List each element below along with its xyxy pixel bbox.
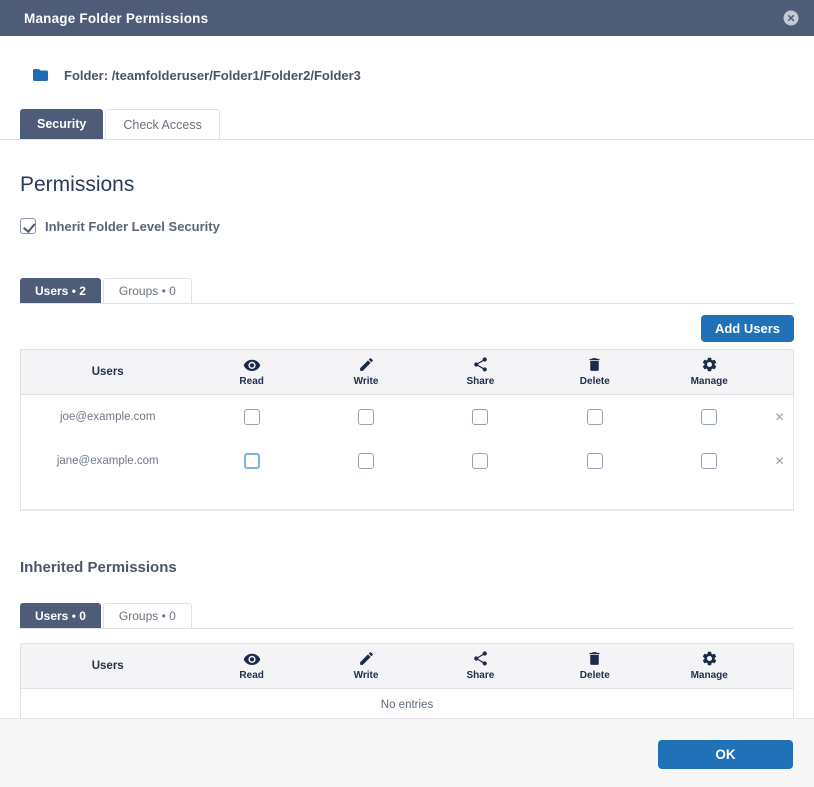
- folder-path-row: Folder: /teamfolderuser/Folder1/Folder2/…: [30, 66, 814, 84]
- users-groups-tabs: Users • 2 Groups • 0: [20, 278, 794, 304]
- permission-column-label: Share: [466, 670, 495, 681]
- folder-icon: [30, 66, 51, 84]
- permission-column-label: Manage: [690, 670, 728, 681]
- inherited-users-groups-tabs: Users • 0 Groups • 0: [20, 603, 794, 629]
- inherit-security-row: Inherit Folder Level Security: [20, 218, 794, 234]
- permission-column-header: Write: [308, 349, 424, 395]
- tab-users[interactable]: Users • 2: [20, 278, 101, 303]
- permission-column-header: Delete: [537, 643, 652, 689]
- permission-column-header: Read: [194, 643, 309, 689]
- user-email: joe@example.com: [60, 411, 156, 423]
- permission-checkbox[interactable]: [701, 408, 718, 425]
- permission-checkbox[interactable]: [586, 452, 603, 469]
- folder-path: /teamfolderuser/Folder1/Folder2/Folder3: [111, 67, 361, 83]
- tab-inherited-groups[interactable]: Groups • 0: [102, 603, 192, 628]
- permission-checkbox[interactable]: [586, 408, 603, 425]
- pencil-icon: [309, 650, 423, 668]
- empty-row: No entries: [21, 689, 794, 724]
- share-icon: [423, 356, 537, 374]
- user-email: jane@example.com: [56, 455, 159, 467]
- gear-icon: [652, 650, 766, 668]
- trash-icon: [538, 356, 652, 374]
- permission-column-label: Delete: [579, 376, 610, 387]
- inherited-permissions-heading: Inherited Permissions: [20, 559, 177, 576]
- folder-label: Folder:: [64, 67, 109, 83]
- dialog-tabs: Security Check Access: [0, 109, 814, 140]
- permission-column-header: Manage: [652, 643, 767, 689]
- permission-checkbox[interactable]: [358, 408, 375, 425]
- permission-column-label: Write: [353, 670, 379, 681]
- permission-column-header: Share: [423, 643, 538, 689]
- permission-column-header: Read: [194, 349, 309, 395]
- eye-icon: [194, 356, 308, 374]
- add-users-button[interactable]: Add Users: [700, 315, 794, 342]
- permission-column-header: Write: [308, 643, 424, 689]
- permission-column-label: Manage: [690, 376, 728, 387]
- inherited-permissions-table: Users Read Write Share Delete Manage No entrie…: [20, 643, 794, 724]
- permission-row: jane@example.com ✕: [21, 439, 794, 483]
- inherit-security-checkbox[interactable]: [20, 218, 36, 234]
- permissions-heading: Permissions: [20, 173, 135, 196]
- inherit-security-label: Inherit Folder Level Security: [45, 218, 220, 234]
- permission-row: joe@example.com ✕: [21, 395, 794, 440]
- permission-column-label: Read: [239, 376, 264, 387]
- permission-column-header: Share: [423, 349, 538, 395]
- tab-security[interactable]: Security: [20, 109, 104, 139]
- permission-column-label: Delete: [579, 670, 610, 681]
- users-permissions-table: Users Read Write Share Delete Manage joe@examp…: [20, 349, 794, 511]
- permission-checkbox[interactable]: [472, 408, 489, 425]
- x-remove-icon[interactable]: ✕: [774, 410, 785, 424]
- eye-icon: [194, 650, 308, 668]
- permission-checkbox[interactable]: [243, 452, 260, 469]
- permission-column-label: Share: [466, 376, 495, 387]
- pencil-icon: [309, 356, 423, 374]
- x-remove-icon[interactable]: ✕: [774, 454, 785, 468]
- permission-checkbox[interactable]: [472, 452, 489, 469]
- tab-groups[interactable]: Groups • 0: [102, 278, 192, 303]
- add-users-row: Add Users: [20, 315, 794, 342]
- permission-column-header: Delete: [537, 349, 652, 395]
- trash-icon: [538, 650, 652, 668]
- dialog-title: Manage Folder Permissions: [24, 10, 209, 26]
- tab-check-access[interactable]: Check Access: [105, 109, 220, 139]
- dialog-footer: OK: [0, 718, 814, 787]
- permission-column-header: Manage: [652, 349, 767, 395]
- table-spacer: [21, 483, 794, 510]
- ok-button[interactable]: OK: [658, 740, 793, 769]
- dialog-header: Manage Folder Permissions: [0, 0, 814, 36]
- close-icon[interactable]: [782, 9, 800, 27]
- share-icon: [423, 650, 537, 668]
- permission-column-label: Write: [353, 376, 379, 387]
- permission-checkbox[interactable]: [358, 452, 375, 469]
- tab-inherited-users[interactable]: Users • 0: [20, 603, 101, 628]
- remove-column-header: [766, 349, 794, 395]
- folder-path-text: Folder: /teamfolderuser/Folder1/Folder2/…: [64, 68, 361, 83]
- permission-checkbox[interactable]: [701, 452, 718, 469]
- gear-icon: [652, 356, 766, 374]
- remove-column-header: [766, 643, 794, 689]
- users-column-header: Users: [20, 349, 195, 395]
- users-column-header: Users: [20, 643, 195, 689]
- permission-checkbox[interactable]: [243, 408, 260, 425]
- permission-column-label: Read: [239, 670, 264, 681]
- no-entries-text: No entries: [380, 699, 434, 711]
